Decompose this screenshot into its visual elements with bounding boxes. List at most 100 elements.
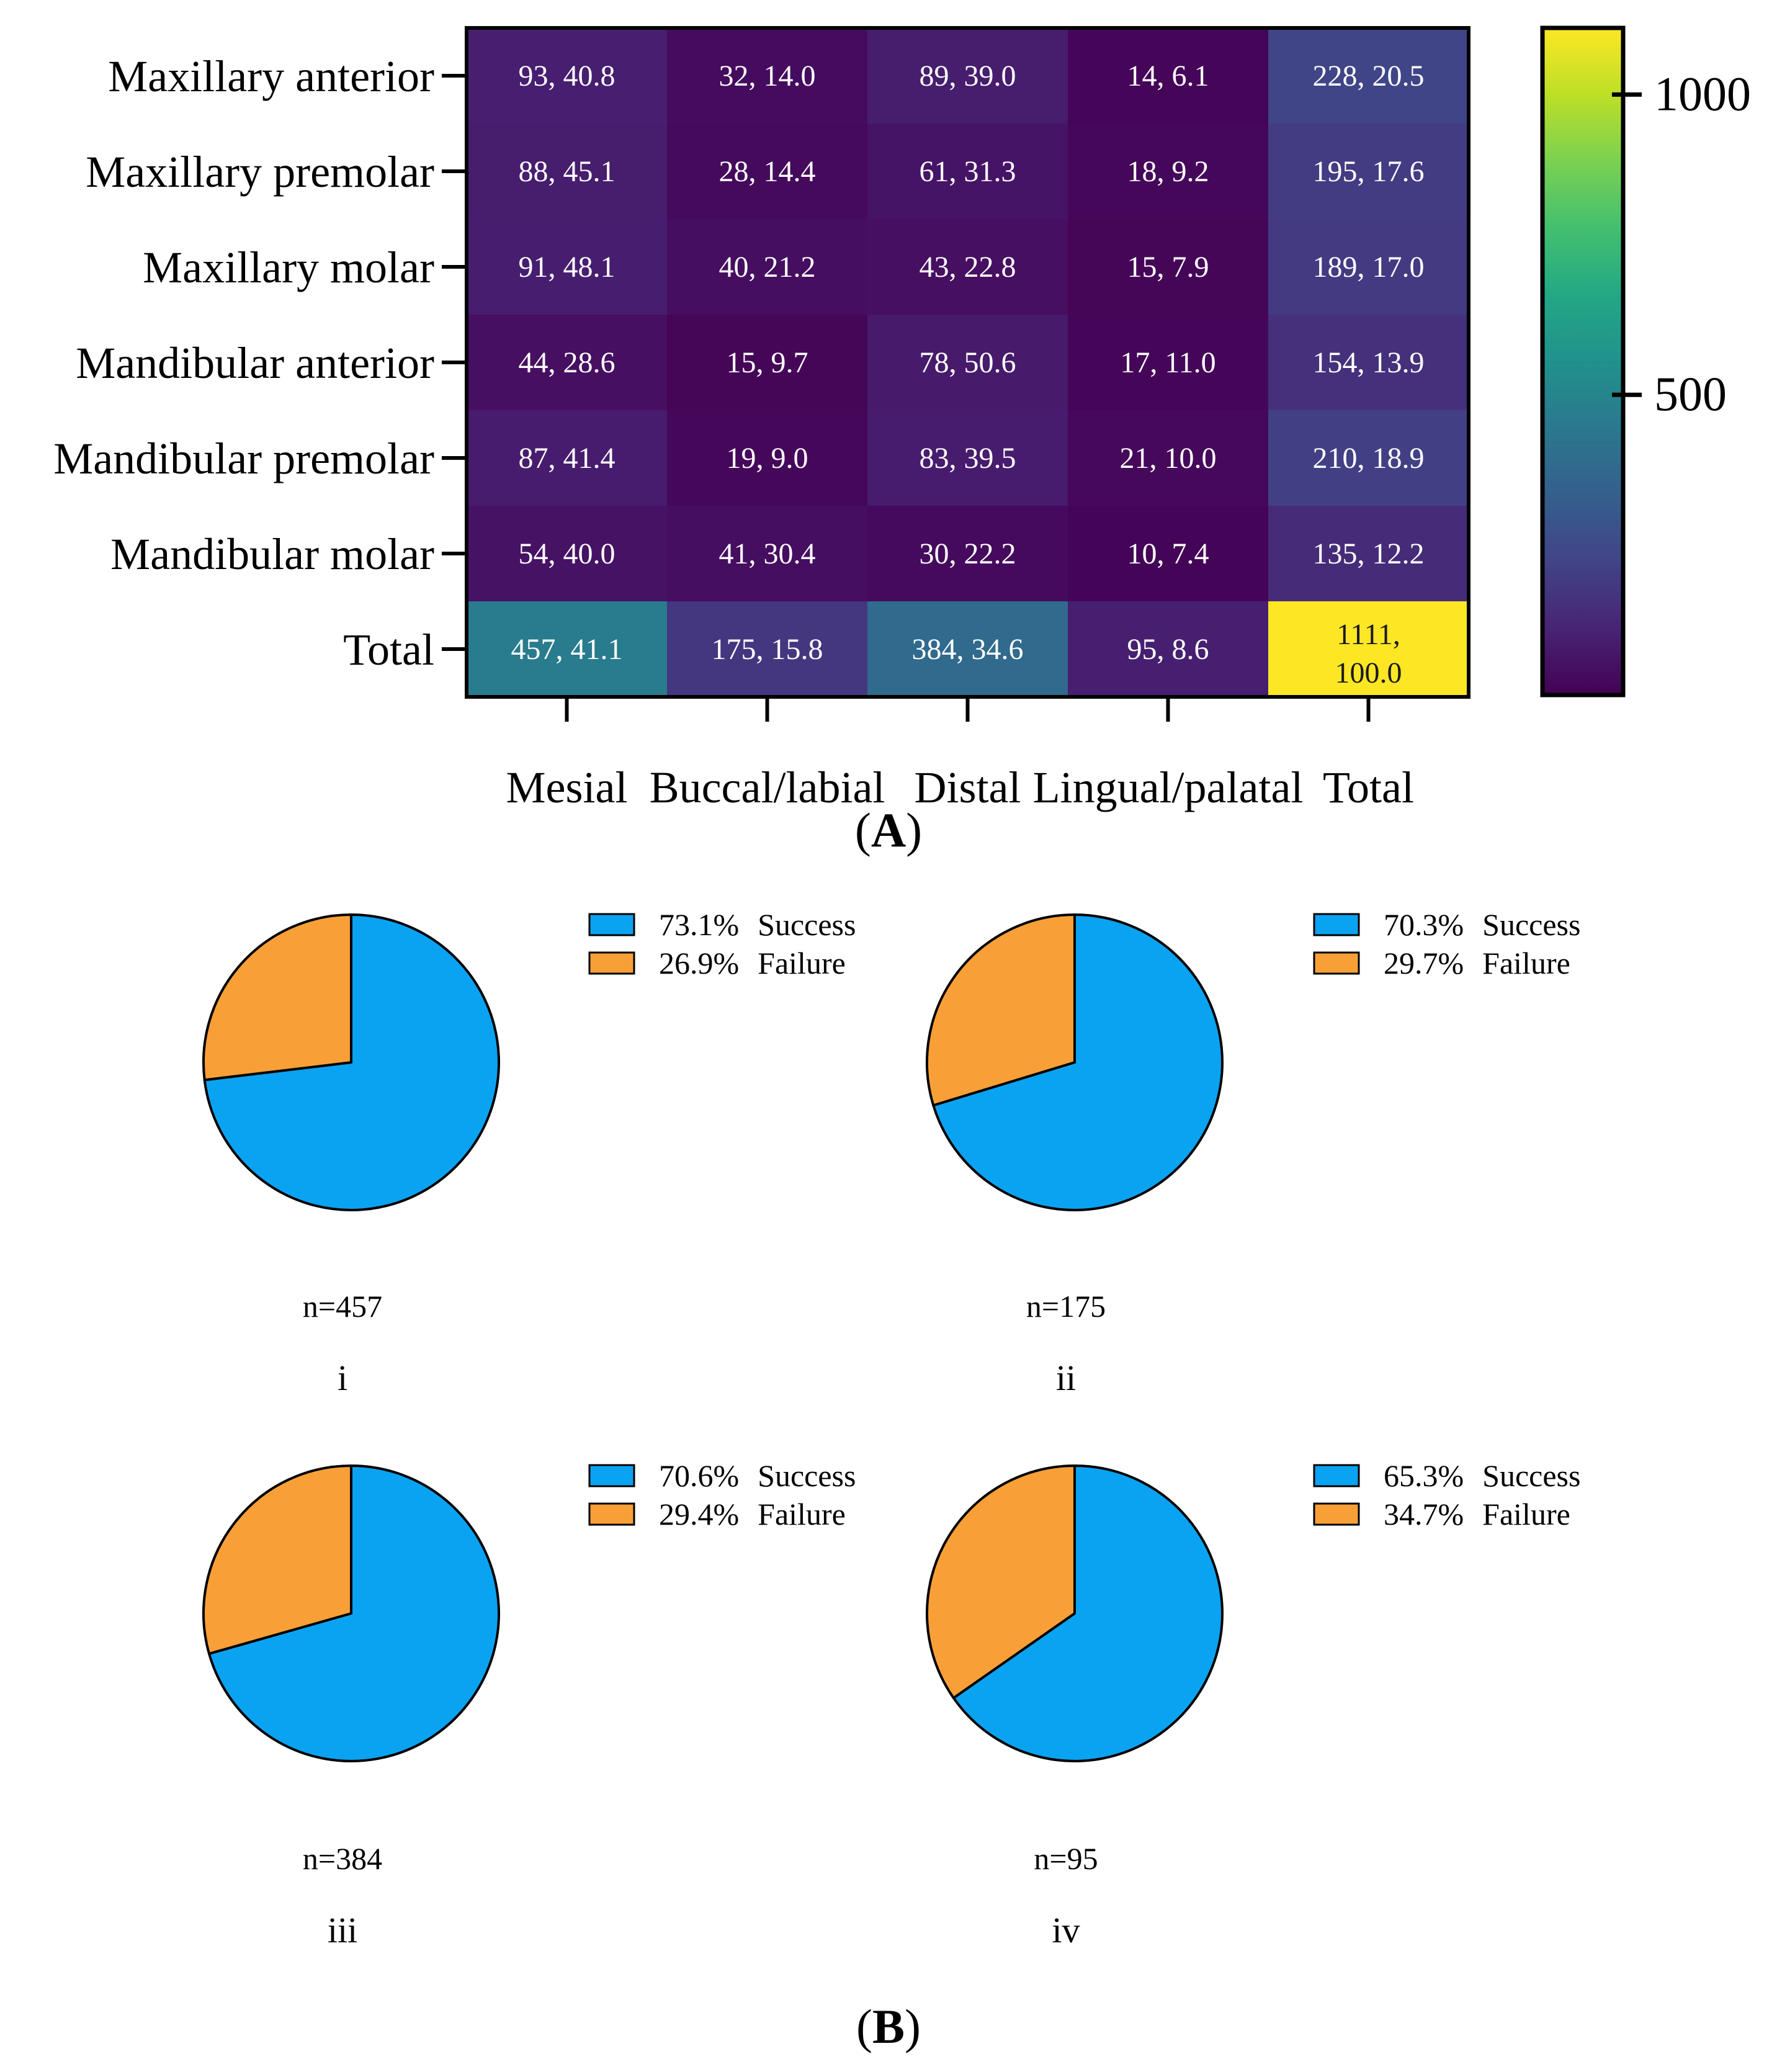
panel-a-label: (A) [855,803,922,857]
heatmap-cell-label: 10, 7.4 [1127,537,1209,570]
heatmap-cell-label: 54, 40.0 [519,537,615,570]
heatmap-cell-maxillary-premolar-distal [867,123,1068,219]
column-label-distal: Distal [915,763,1021,812]
heatmap-cell-maxillary-molar-total [1268,219,1469,315]
heatmap-cell-label: 17, 11.0 [1120,346,1215,379]
row-label-maxillary-molar: Maxillary molar [143,243,434,292]
heatmap-cell-label: 384, 34.6 [912,633,1024,666]
column-label-lingual-palatal: Lingual/palatal [1033,763,1304,812]
pie-chart-ii: 70.3% Success 29.7% Failure n=175 ii [926,907,1580,1398]
heatmap-cell-label: 135, 12.2 [1313,537,1425,570]
colorbar: 500 1000 [1540,25,1751,697]
heatmap-cell-mandibular-premolar-distal [867,410,1068,506]
heatmap-cell-label: 40, 21.2 [719,251,816,284]
heatmap-cell-label: 195, 17.6 [1313,155,1425,188]
row-label-maxillary-anterior: Maxillary anterior [108,52,434,101]
legend-entry-failure: 29.4% Failure [659,1497,846,1532]
row-label-mandibular-anterior: Mandibular anterior [76,338,434,388]
heatmap-cell-maxillary-premolar-lingual-palatal [1068,123,1268,219]
legend-entry-success: 70.6% Success [659,1458,856,1493]
heatmap-cell-label: 93, 40.8 [519,60,615,92]
legend-swatch-success [588,1464,635,1487]
heatmap-cell-label: 78, 50.6 [920,346,1016,379]
heatmap-cell-maxillary-anterior-total [1268,28,1469,123]
legend-swatch-success [1313,913,1360,936]
heatmap-cell-mandibular-anterior-distal [867,315,1068,410]
pie-sample-size: n=384 [303,1841,382,1876]
heatmap-cell-mandibular-anterior-total [1268,315,1469,410]
heatmap-cell-maxillary-molar-lingual-palatal [1068,219,1268,315]
heatmap-cell-mandibular-molar-mesial [467,506,667,601]
pie-slice-success [208,1464,500,1762]
heatmap-panel-a: 93, 40.8 32, 14.0 89, 39.0 14, 6.1 228, 20.5… [53,26,1470,812]
heatmap-cell-maxillary-molar-buccal-labial [667,219,867,315]
heatmap-cell-label: 95, 8.6 [1127,633,1209,666]
heatmap-cell-mandibular-molar-buccal-labial [667,506,867,601]
pie-slice-failure [926,913,1076,1107]
heatmap-cell-total-mesial [467,601,667,697]
heatmap-cell-label: 89, 39.0 [920,60,1016,92]
heatmap-cell-label: 61, 31.3 [920,155,1016,188]
heatmap-cell-maxillary-molar-mesial [467,219,667,315]
legend-swatch-failure [1313,1502,1360,1526]
heatmap-cell-label: 457, 41.1 [511,633,623,666]
legend-swatch-success [1313,1464,1360,1487]
pie-panel-id: i [338,1358,347,1398]
pie-sample-size: n=457 [303,1289,382,1324]
pie-slice-success [952,1464,1224,1762]
heatmap-cell-label: 18, 9.2 [1127,155,1209,188]
row-label-mandibular-premolar: Mandibular premolar [53,434,434,483]
pie-chart-i: 73.1% Success 26.9% Failure n=457 i [202,907,856,1398]
heatmap-cell-maxillary-premolar-total [1268,123,1469,219]
heatmap-cell-label: 154, 13.9 [1313,346,1425,379]
column-label-buccal-labial: Buccal/labial [650,763,885,812]
heatmap-cell-label: 44, 28.6 [519,346,615,379]
row-label-mandibular-molar: Mandibular molar [110,529,434,579]
pie-charts-panel-b: 73.1% Success 26.9% Failure n=457 i 70.3% Succe… [202,907,1580,1950]
heatmap-cell-label: 228, 20.5 [1313,60,1425,92]
heatmap-cell-mandibular-molar-lingual-palatal [1068,506,1268,601]
heatmap-cell-mandibular-molar-total [1268,506,1469,601]
pie-sample-size: n=95 [1034,1841,1098,1876]
pie-panel-id: iv [1052,1910,1080,1950]
pie-slice-success [932,913,1224,1211]
heatmap-cell-mandibular-premolar-buccal-labial [667,410,867,506]
legend-entry-failure: 34.7% Failure [1384,1497,1570,1532]
heatmap-cell-label: 32, 14.0 [719,60,816,92]
legend-swatch-failure [588,1502,635,1526]
heatmap-cell-label: 210, 18.9 [1313,442,1425,475]
heatmap-cell-label: 175, 15.8 [712,633,823,666]
heatmap-cell-mandibular-premolar-lingual-palatal [1068,410,1268,506]
heatmap-cell-label: 30, 22.2 [920,537,1016,570]
legend-swatch-success [588,913,635,936]
heatmap-cell-maxillary-anterior-buccal-labial [667,28,867,123]
heatmap-cell-total-buccal-labial [667,601,867,697]
heatmap-cell-maxillary-molar-distal [867,219,1068,315]
row-label-total: Total [343,625,434,675]
legend-swatch-failure [1313,951,1360,975]
column-label-mesial: Mesial [506,763,628,812]
legend-entry-success: 65.3% Success [1384,1458,1580,1493]
heatmap-cell-mandibular-premolar-total [1268,410,1469,506]
heatmap-cell-label: 1111, 100.0 [1335,618,1402,689]
heatmap-cell-mandibular-anterior-mesial [467,315,667,410]
heatmap-cell-label: 87, 41.4 [519,442,615,475]
heatmap-cell-maxillary-anterior-distal [867,28,1068,123]
pie-panel-id: ii [1056,1358,1076,1398]
pie-sample-size: n=175 [1026,1289,1106,1324]
heatmap-cell-label: 15, 9.7 [727,346,808,379]
pie-chart-iv: 65.3% Success 34.7% Failure n=95 iv [926,1458,1580,1950]
heatmap-cell-label: 41, 30.4 [719,537,816,570]
heatmap-cell-label: 83, 39.5 [920,442,1016,475]
heatmap-cell-maxillary-anterior-mesial [467,28,667,123]
heatmap-cell-total-distal [867,601,1068,697]
heatmap-cell-mandibular-premolar-mesial [467,410,667,506]
pie-slice-failure [202,913,352,1082]
pie-slice-failure [926,1464,1076,1700]
row-label-maxillary-premolar: Maxillary premolar [86,147,434,197]
heatmap-cell-maxillary-anterior-lingual-palatal [1068,28,1268,123]
heatmap-cell-mandibular-anterior-lingual-palatal [1068,315,1268,410]
pie-panel-id: iii [328,1910,357,1950]
heatmap-cell-label: 88, 45.1 [519,155,615,188]
